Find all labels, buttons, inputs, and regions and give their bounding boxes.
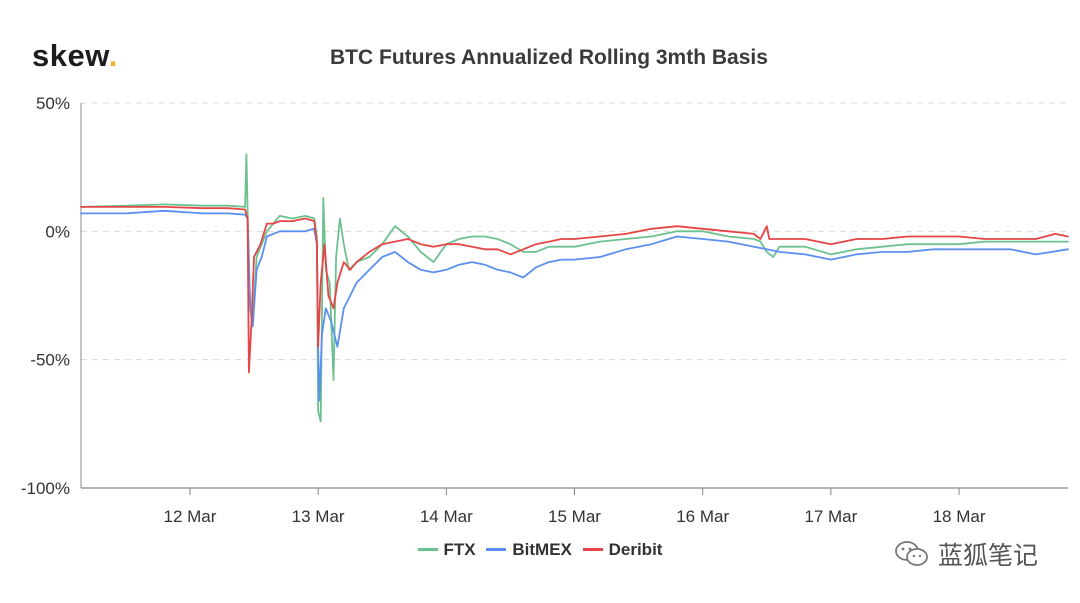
watermark-text: 蓝狐笔记 bbox=[938, 541, 1039, 570]
series-line-ftx bbox=[80, 153, 1069, 423]
logo-text: skew bbox=[32, 38, 109, 73]
x-tick-label: 17 Mar bbox=[804, 507, 857, 526]
watermark: 蓝狐笔记 bbox=[894, 536, 1038, 572]
y-tick-label: 50% bbox=[36, 94, 70, 113]
y-tick-label: -100% bbox=[21, 479, 70, 498]
logo-dot: . bbox=[108, 38, 118, 73]
y-tick-label: -50% bbox=[30, 351, 70, 370]
x-tick-label: 18 Mar bbox=[933, 507, 986, 526]
chart-legend: FTX BitMEX Deribit bbox=[0, 536, 1080, 560]
legend-swatch-ftx bbox=[417, 548, 438, 551]
series-line-deribit bbox=[80, 205, 1069, 374]
x-tick-label: 14 Mar bbox=[420, 507, 473, 526]
y-tick-label: 0% bbox=[45, 222, 70, 241]
legend-item-deribit[interactable]: Deribit bbox=[582, 539, 663, 560]
x-tick-label: 16 Mar bbox=[676, 507, 729, 526]
x-tick-label: 15 Mar bbox=[548, 507, 601, 526]
wechat-icon bbox=[894, 539, 930, 569]
legend-swatch-bitmex bbox=[486, 548, 507, 551]
skew-logo: skew. bbox=[32, 38, 118, 74]
legend-swatch-deribit bbox=[582, 548, 603, 551]
legend-item-bitmex[interactable]: BitMEX bbox=[486, 540, 572, 560]
legend-label-ftx: FTX bbox=[443, 539, 476, 559]
x-tick-label: 12 Mar bbox=[163, 507, 216, 526]
legend-label-deribit: Deribit bbox=[608, 539, 663, 559]
series-line-bitmex bbox=[80, 209, 1069, 402]
legend-label-bitmex: BitMEX bbox=[512, 539, 572, 559]
legend-item-ftx[interactable]: FTX bbox=[417, 539, 476, 560]
chart-title: BTC Futures Annualized Rolling 3mth Basi… bbox=[330, 46, 768, 69]
x-tick-label: 13 Mar bbox=[292, 507, 345, 526]
